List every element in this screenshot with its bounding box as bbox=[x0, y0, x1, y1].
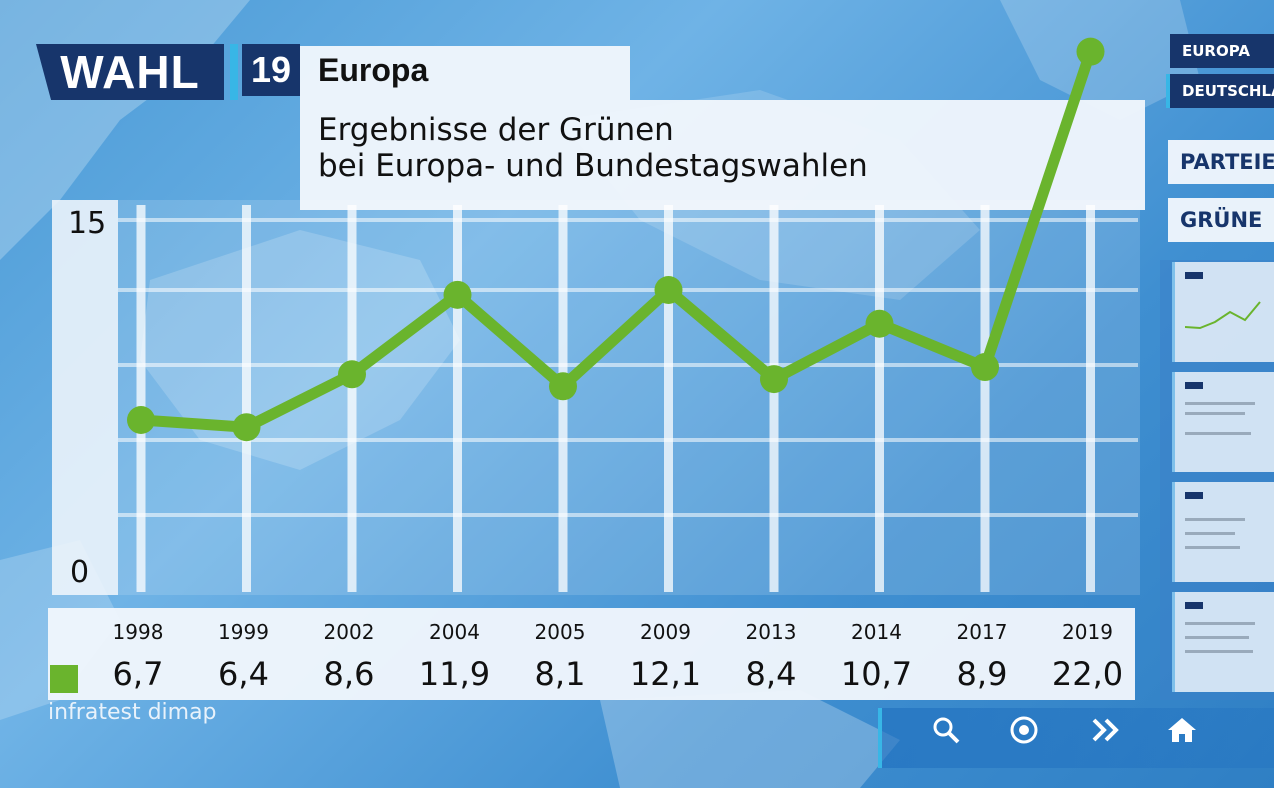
data-table bbox=[48, 608, 1135, 700]
chart-subtitle: Ergebnisse der Grünen bei Europa- und Bu… bbox=[318, 112, 868, 184]
source-label: infratest dimap bbox=[48, 700, 217, 725]
data-point-1999 bbox=[232, 413, 261, 442]
thumbnail-3[interactable] bbox=[1172, 482, 1274, 582]
subtitle-panel bbox=[300, 100, 1145, 210]
search-icon[interactable] bbox=[926, 714, 966, 754]
data-point-2019 bbox=[1076, 37, 1105, 66]
x-tick-label-2004: 2004 bbox=[429, 620, 480, 644]
data-label-2017: 8,9 bbox=[956, 655, 1008, 693]
data-label-2004: 11,9 bbox=[418, 655, 491, 693]
data-point-2017 bbox=[971, 353, 999, 382]
y-tick-label-bottom: 0 bbox=[70, 555, 89, 590]
data-point-1998 bbox=[127, 406, 155, 434]
y-axis-label-panel bbox=[52, 200, 118, 595]
data-label-2005: 8,1 bbox=[534, 655, 586, 693]
x-tick-label-2019: 2019 bbox=[1062, 620, 1113, 644]
thumbnail-logo bbox=[1185, 602, 1203, 609]
page-title: Europa bbox=[318, 52, 429, 88]
x-tick-label-2013: 2013 bbox=[745, 620, 797, 644]
nav-deutschland[interactable]: DEUTSCHLA bbox=[1166, 74, 1274, 108]
x-tick-label-2005: 2005 bbox=[534, 620, 586, 644]
x-tick-label-2009: 2009 bbox=[640, 620, 691, 644]
thumbnail-4[interactable] bbox=[1172, 592, 1274, 692]
data-label-1998: 6,7 bbox=[112, 655, 164, 693]
x-tick-label-1998: 1998 bbox=[112, 620, 164, 644]
data-label-2009: 12,1 bbox=[629, 655, 702, 693]
nav-europa[interactable]: EUROPA bbox=[1170, 34, 1274, 68]
target-icon[interactable] bbox=[1004, 714, 1044, 754]
thumbnail-logo bbox=[1185, 272, 1203, 279]
series-line bbox=[140, 49, 1096, 433]
x-tick-label-2002: 2002 bbox=[323, 620, 375, 644]
thumbnail-1[interactable] bbox=[1172, 262, 1274, 362]
data-point-2014 bbox=[865, 309, 894, 338]
x-tick-label-2014: 2014 bbox=[851, 620, 902, 644]
thumbnail-2[interactable] bbox=[1172, 372, 1274, 472]
thumbnail-text-line bbox=[1185, 546, 1240, 549]
nav-gruene[interactable]: GRÜNE bbox=[1168, 198, 1274, 242]
data-label-2013: 8,4 bbox=[745, 655, 797, 693]
thumbnail-logo bbox=[1185, 492, 1203, 499]
thumbnail-text-line bbox=[1185, 636, 1249, 639]
forward-icon[interactable] bbox=[1086, 714, 1126, 754]
wahl-logo: WAHL bbox=[36, 44, 224, 100]
subtitle-line-2: bei Europa- und Bundestagswahlen bbox=[318, 148, 868, 184]
data-label-1999: 6,4 bbox=[218, 655, 269, 693]
subtitle-line-1: Ergebnisse der Grünen bbox=[318, 112, 674, 148]
thumbnail-text-line bbox=[1185, 532, 1235, 535]
grid bbox=[118, 205, 1138, 592]
year-logo: 19 bbox=[242, 44, 300, 96]
x-tick-label-2017: 2017 bbox=[956, 620, 1008, 644]
data-point-2009 bbox=[654, 276, 683, 304]
data-label-2014: 10,7 bbox=[840, 655, 913, 693]
data-point-2005 bbox=[549, 372, 577, 401]
thumbnail-text-line bbox=[1185, 412, 1245, 415]
thumbnail-text-line bbox=[1185, 432, 1251, 435]
data-label-2002: 8,6 bbox=[323, 655, 375, 693]
series-gruene bbox=[127, 37, 1105, 442]
legend-swatch bbox=[50, 665, 78, 693]
logo-divider bbox=[230, 44, 238, 100]
data-point-2002 bbox=[338, 360, 366, 389]
thumbnail-text-line bbox=[1185, 650, 1253, 653]
thumbnail-text-line bbox=[1185, 402, 1255, 405]
y-tick-label-top: 15 bbox=[68, 206, 106, 241]
nav-parteien[interactable]: PARTEIEN bbox=[1168, 140, 1274, 184]
plot-background bbox=[52, 200, 1140, 595]
data-label-2019: 22,0 bbox=[1051, 655, 1124, 693]
title-panel bbox=[300, 46, 630, 100]
thumbnail-chart-icon bbox=[1185, 301, 1261, 330]
data-point-2013 bbox=[760, 365, 788, 394]
home-icon[interactable] bbox=[1162, 714, 1202, 754]
x-tick-label-1999: 1999 bbox=[218, 620, 269, 644]
thumbnail-text-line bbox=[1185, 622, 1255, 625]
thumbnail-text-line bbox=[1185, 518, 1245, 521]
data-point-2004 bbox=[443, 280, 472, 309]
thumbnail-logo bbox=[1185, 382, 1203, 389]
